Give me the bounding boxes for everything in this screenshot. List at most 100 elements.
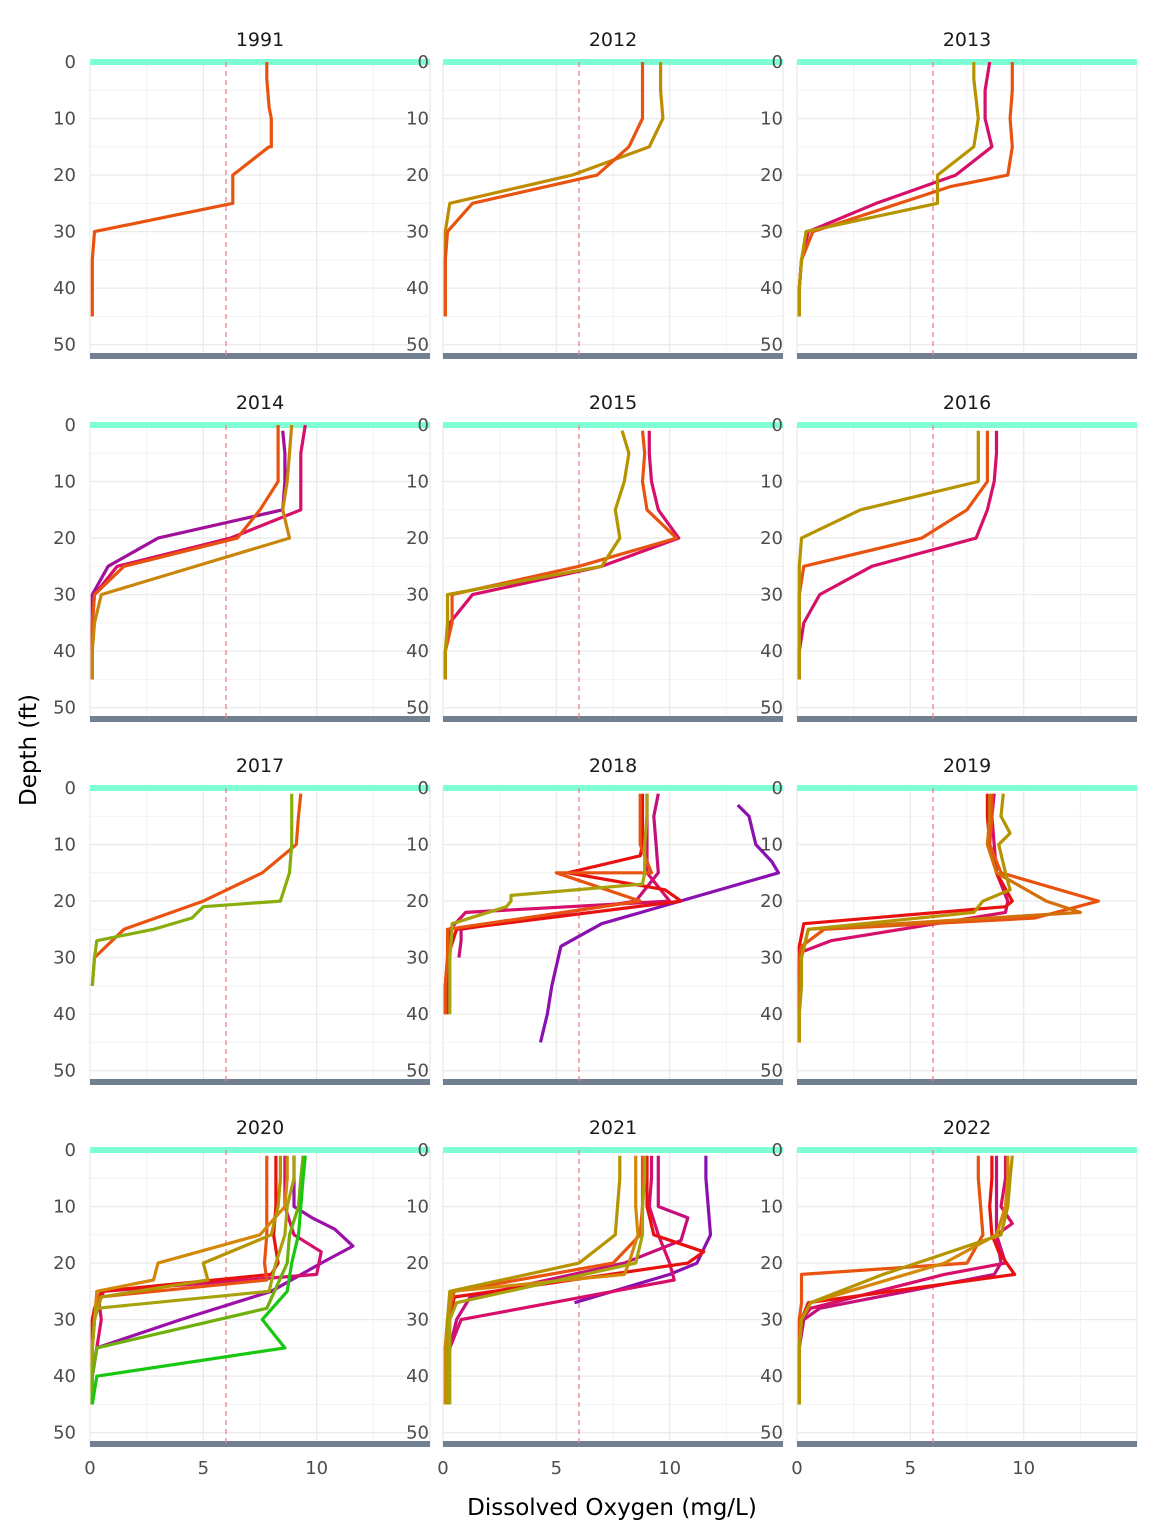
profile-line-2022-3 (797, 1155, 1017, 1405)
y-tick-label: 10 (53, 472, 76, 493)
y-tick-label: 40 (406, 1004, 429, 1025)
y-tick-label: 10 (760, 835, 783, 856)
y-tick-label: 30 (406, 948, 429, 969)
x-tick-label: 10 (1012, 1458, 1035, 1479)
y-tick-label: 50 (53, 1061, 76, 1082)
y-tick-label: 20 (406, 1253, 429, 1274)
facet-title: 2021 (589, 1117, 637, 1139)
y-tick-label: 40 (760, 278, 783, 299)
x-tick-label: 0 (84, 1458, 95, 1479)
y-tick-label: 50 (406, 335, 429, 356)
y-tick-label: 50 (53, 335, 76, 356)
y-tick-label: 50 (760, 1061, 783, 1082)
y-tick-label: 0 (418, 52, 429, 73)
profile-line-2018-3 (445, 793, 672, 1015)
profile-line-1991-1 (90, 62, 273, 317)
facet-title: 2019 (943, 755, 991, 777)
y-tick-label: 0 (65, 1140, 76, 1161)
x-tick-label: 5 (198, 1458, 209, 1479)
y-tick-label: 20 (53, 891, 76, 912)
y-tick-label: 50 (53, 1423, 76, 1444)
y-tick-label: 10 (760, 472, 783, 493)
y-tick-label: 30 (406, 222, 429, 243)
y-tick-label: 30 (760, 222, 783, 243)
y-tick-label: 40 (53, 1366, 76, 1387)
facet-title: 2015 (589, 392, 637, 414)
profile-line-2016-2 (797, 430, 990, 680)
y-tick-label: 10 (406, 109, 429, 130)
x-tick-label: 0 (437, 1458, 448, 1479)
x-tick-label: 0 (791, 1458, 802, 1479)
y-tick-label: 0 (65, 52, 76, 73)
facet-panel-2020: 2020 0 10 20 30 40 50 0 5 10 (53, 1117, 431, 1479)
y-tick-label: 20 (406, 165, 429, 186)
profile-line-2018-5 (443, 793, 654, 1015)
facet-title: 2013 (943, 29, 991, 51)
facet-title: 2014 (236, 392, 284, 414)
y-tick-label: 10 (406, 1197, 429, 1218)
y-tick-label: 10 (760, 109, 783, 130)
y-tick-label: 50 (760, 335, 783, 356)
facet-panel-2017: 2017 0 10 20 30 40 50 (53, 755, 431, 1085)
y-tick-label: 30 (53, 222, 76, 243)
y-tick-label: 0 (772, 415, 783, 436)
y-tick-label: 30 (53, 585, 76, 606)
profile-line-2018-6 (448, 793, 649, 1015)
facet-panel-2016: 2016 0 10 20 30 40 50 (760, 392, 1138, 722)
facet-title: 2016 (943, 392, 991, 414)
facet-title: 2022 (943, 1117, 991, 1139)
y-tick-label: 30 (760, 1310, 783, 1331)
x-tick-label: 10 (658, 1458, 681, 1479)
y-tick-label: 20 (760, 528, 783, 549)
y-tick-label: 10 (760, 1197, 783, 1218)
profile-line-2021-6 (443, 1155, 640, 1405)
profile-line-2014-1 (90, 430, 287, 680)
y-tick-label: 40 (53, 1004, 76, 1025)
y-tick-label: 20 (406, 528, 429, 549)
facet-panel-1991: 1991 0 10 20 30 40 50 (53, 29, 431, 359)
profile-line-2013-2 (797, 62, 1014, 317)
profile-line-2018-1 (538, 803, 781, 1043)
facet-title: 1991 (236, 29, 284, 51)
profile-line-2020-7 (90, 1155, 296, 1405)
facet-panel-2014: 2014 0 10 20 30 40 50 (53, 392, 431, 722)
y-tick-label: 40 (760, 1366, 783, 1387)
profile-line-2020-8 (90, 1155, 305, 1405)
profile-line-2021-8 (448, 1155, 647, 1405)
profile-line-2014-3 (90, 425, 280, 680)
y-tick-label: 50 (53, 698, 76, 719)
y-tick-label: 30 (760, 948, 783, 969)
profile-line-2015-2 (443, 430, 679, 680)
y-tick-label: 40 (53, 278, 76, 299)
y-tick-label: 40 (760, 641, 783, 662)
y-tick-label: 30 (53, 948, 76, 969)
y-tick-label: 0 (772, 778, 783, 799)
y-tick-label: 30 (406, 1310, 429, 1331)
facet-title: 2017 (236, 755, 284, 777)
profile-line-2022-6 (797, 1155, 1014, 1405)
profile-line-2017-2 (90, 793, 294, 987)
y-tick-label: 0 (772, 52, 783, 73)
y-tick-label: 40 (53, 641, 76, 662)
facet-panel-2012: 2012 0 10 20 30 40 50 (406, 29, 784, 359)
profile-line-2012-2 (443, 62, 645, 317)
y-tick-label: 20 (760, 1253, 783, 1274)
y-tick-label: 50 (760, 698, 783, 719)
y-tick-label: 10 (53, 109, 76, 130)
profile-line-2020-9 (90, 1155, 307, 1405)
y-tick-label: 0 (65, 415, 76, 436)
x-tick-label: 5 (551, 1458, 562, 1479)
y-tick-label: 30 (53, 1310, 76, 1331)
y-tick-label: 40 (406, 641, 429, 662)
y-tick-label: 50 (406, 1061, 429, 1082)
profile-line-2018-2 (457, 793, 660, 958)
y-axis-title: Depth (ft) (16, 694, 42, 806)
facet-panel-2013: 2013 0 10 20 30 40 50 (760, 29, 1138, 359)
y-tick-label: 50 (406, 1423, 429, 1444)
profile-line-2016-1 (797, 430, 999, 680)
y-tick-label: 0 (772, 1140, 783, 1161)
facet-title: 2018 (589, 755, 637, 777)
profile-line-2014-4 (90, 424, 294, 680)
y-tick-label: 10 (53, 1197, 76, 1218)
